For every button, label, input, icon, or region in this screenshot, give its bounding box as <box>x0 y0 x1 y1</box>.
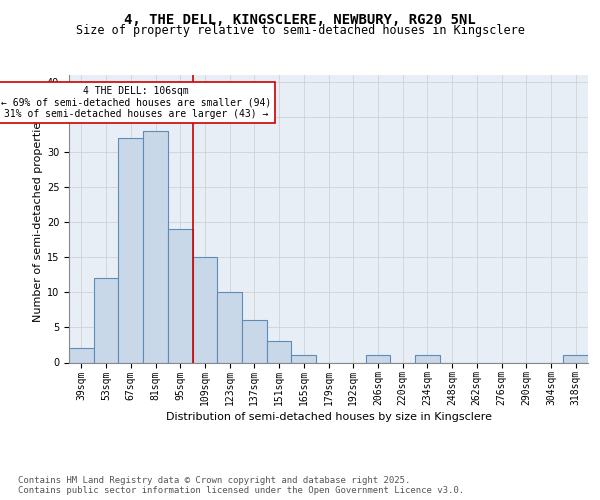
X-axis label: Distribution of semi-detached houses by size in Kingsclere: Distribution of semi-detached houses by … <box>166 412 491 422</box>
Bar <box>94 278 118 362</box>
Bar <box>118 138 143 362</box>
Bar <box>292 356 316 362</box>
Bar <box>168 230 193 362</box>
Text: 4, THE DELL, KINGSCLERE, NEWBURY, RG20 5NL: 4, THE DELL, KINGSCLERE, NEWBURY, RG20 5… <box>124 12 476 26</box>
Bar <box>267 342 292 362</box>
Text: Contains HM Land Registry data © Crown copyright and database right 2025.
Contai: Contains HM Land Registry data © Crown c… <box>18 476 464 495</box>
Bar <box>563 356 588 362</box>
Bar <box>242 320 267 362</box>
Bar <box>415 356 440 362</box>
Bar <box>217 292 242 362</box>
Bar <box>365 356 390 362</box>
Bar <box>143 131 168 362</box>
Bar <box>69 348 94 362</box>
Text: 4 THE DELL: 106sqm
← 69% of semi-detached houses are smaller (94)
31% of semi-de: 4 THE DELL: 106sqm ← 69% of semi-detache… <box>1 86 271 118</box>
Y-axis label: Number of semi-detached properties: Number of semi-detached properties <box>32 116 43 322</box>
Bar <box>193 258 217 362</box>
Text: Size of property relative to semi-detached houses in Kingsclere: Size of property relative to semi-detach… <box>76 24 524 37</box>
